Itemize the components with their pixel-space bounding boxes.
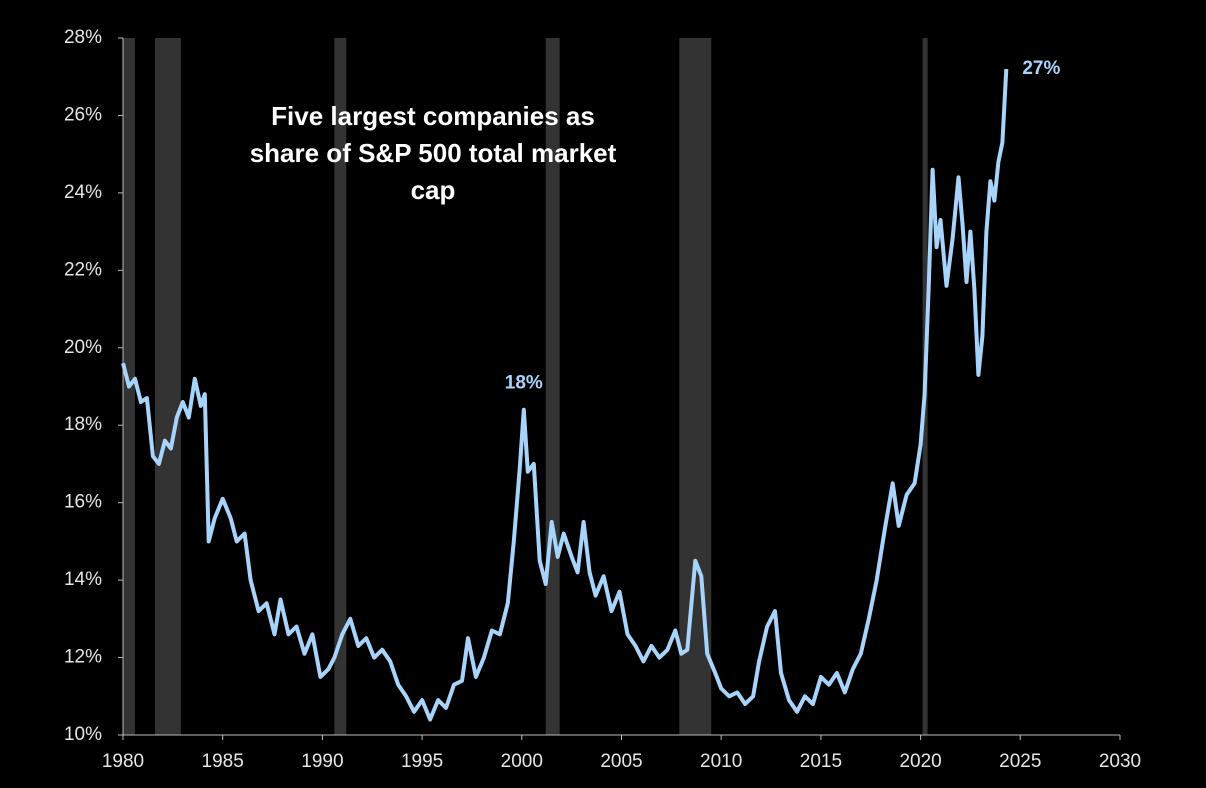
y-tick-label: 10% [64,724,102,745]
x-tick-label: 2015 [800,751,842,772]
x-tick-label: 1990 [301,751,343,772]
chart-title: Five largest companies as share of S&P 5… [249,101,617,205]
y-tick-label: 24% [64,182,102,203]
annotation: 27% [1022,58,1060,79]
x-tick-label: 2010 [700,751,742,772]
x-tick-label: 2030 [1099,751,1141,772]
x-tick-label: 2000 [501,751,543,772]
y-tick-label: 12% [64,647,102,668]
y-tick-label: 22% [64,259,102,280]
x-tick-label: 1995 [401,751,443,772]
x-tick-label: 2025 [999,751,1041,772]
recession-band [334,38,347,735]
x-tick-label: 2005 [600,751,642,772]
y-tick-label: 26% [64,104,102,125]
x-tick-label: 2020 [899,751,941,772]
recession-band [154,38,181,735]
y-tick-label: 14% [64,569,102,590]
y-tick-label: 20% [64,337,102,358]
x-tick-label: 1985 [202,751,244,772]
y-tick-label: 28% [64,27,102,48]
data-line [121,68,1009,722]
annotation: 18% [505,373,543,394]
y-tick-label: 16% [64,492,102,513]
y-tick-label: 18% [64,414,102,435]
x-tick-label: 1980 [102,751,144,772]
